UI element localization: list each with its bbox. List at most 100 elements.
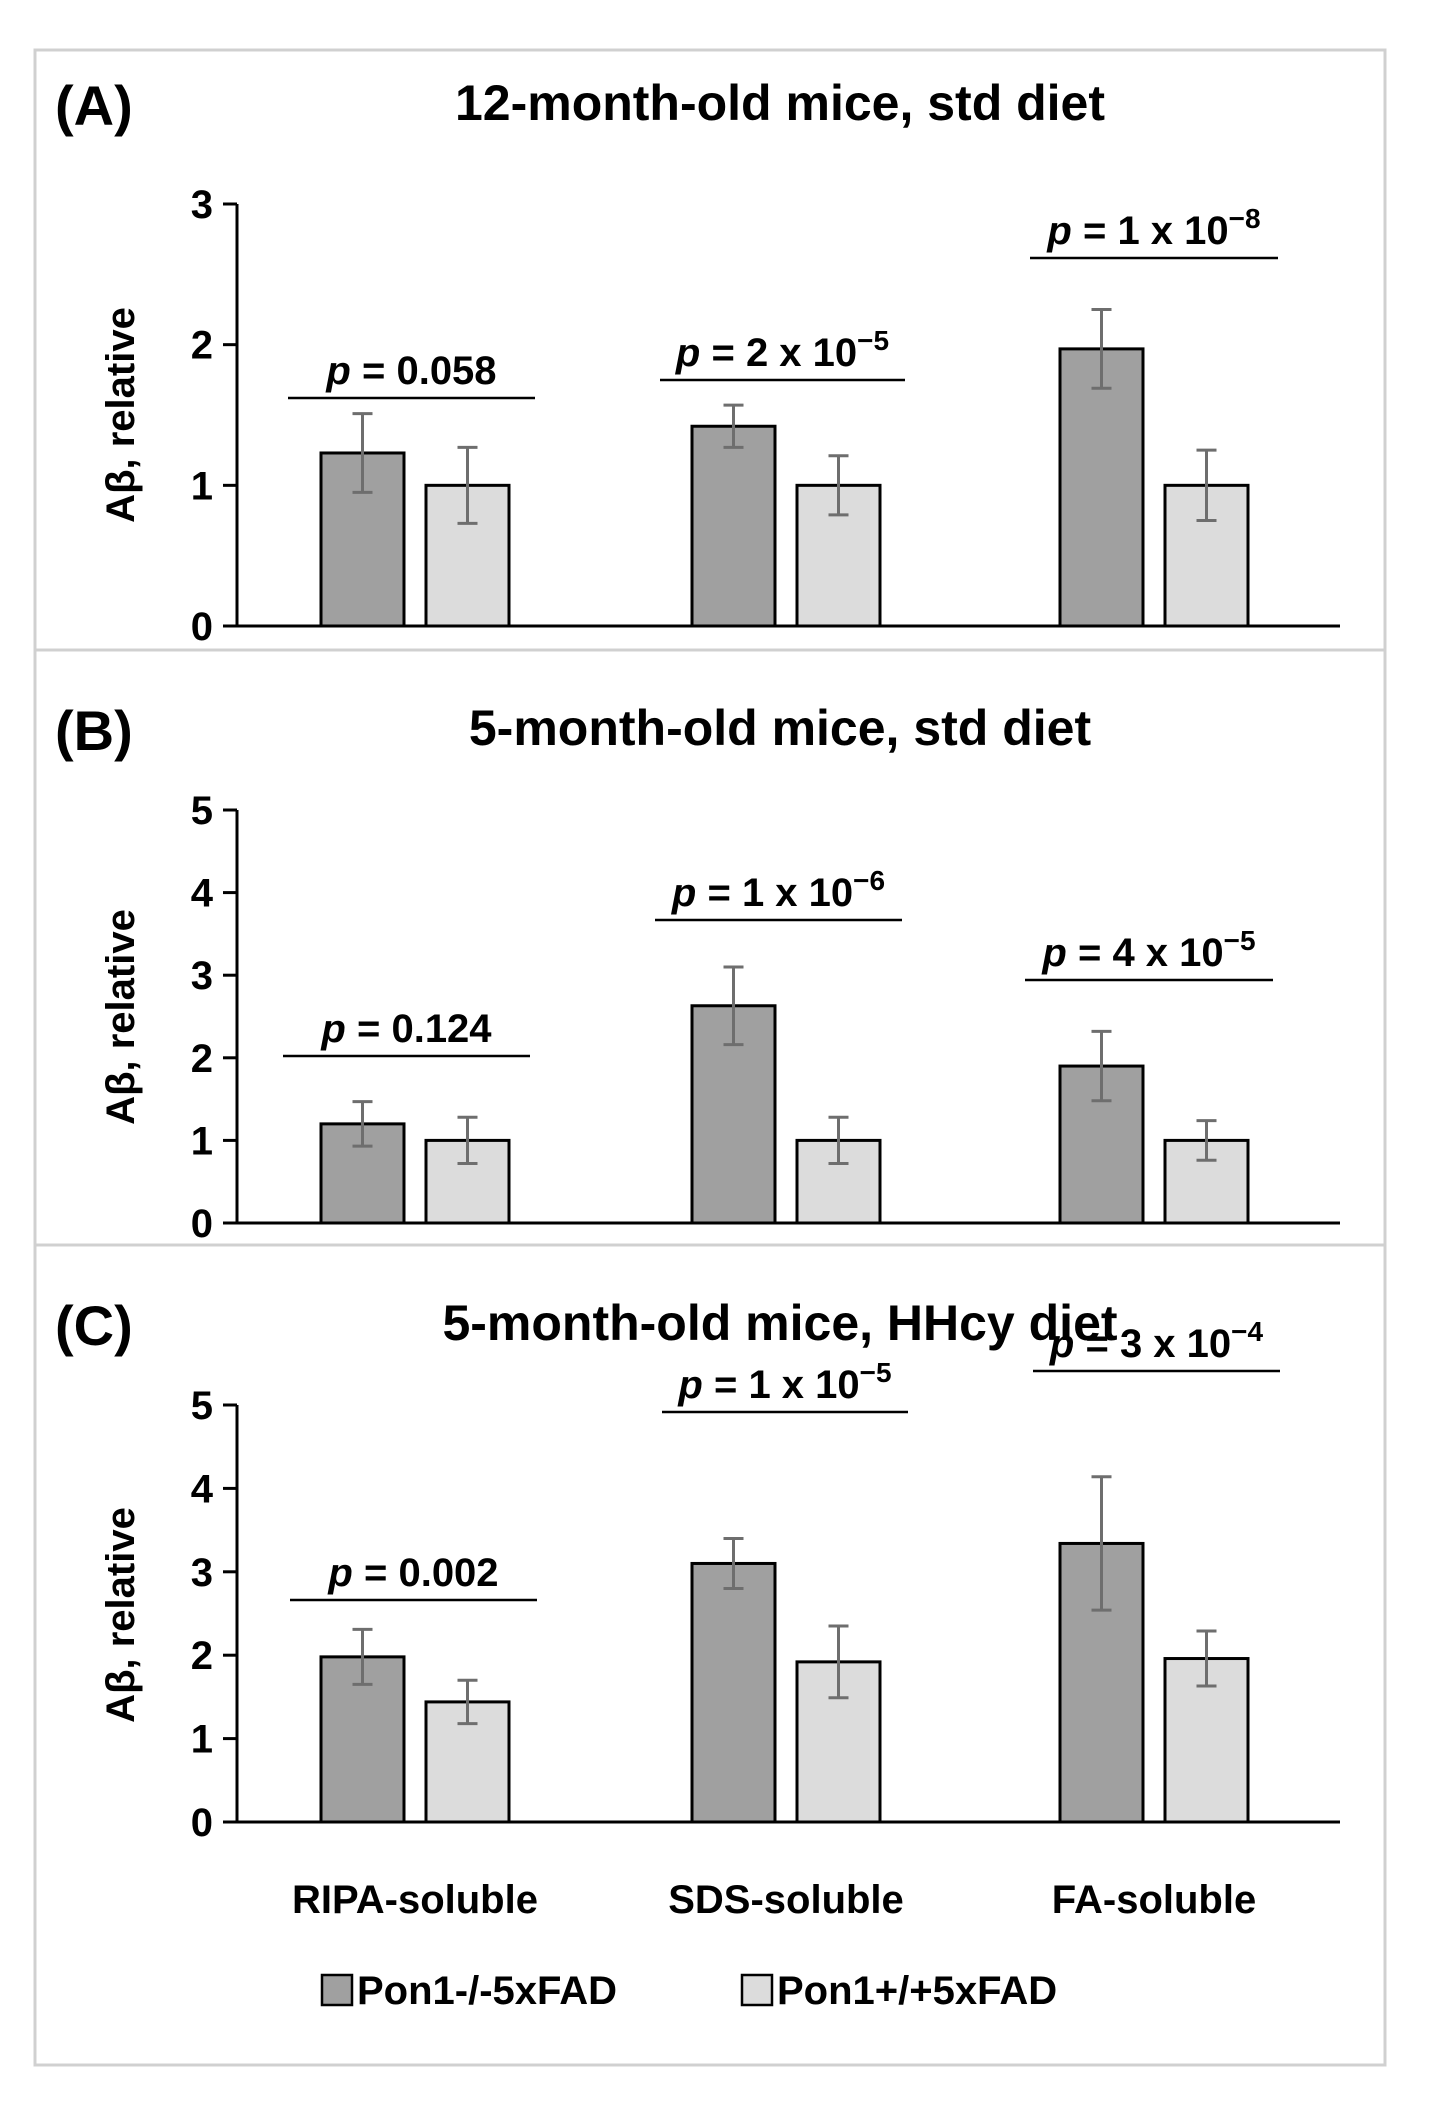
error-bar [352, 1627, 373, 1686]
y-tick-label: 0 [191, 605, 213, 649]
error-bar [1091, 1475, 1112, 1612]
pvalue-p: p [1049, 1322, 1074, 1366]
pvalue-label: p = 3 x 10−4 [1049, 1316, 1264, 1366]
panel-label: (B) [55, 699, 133, 762]
error-bar [828, 1624, 849, 1700]
bar-series1 [690, 1561, 777, 1824]
panel-label: (C) [55, 1294, 133, 1357]
pvalue-label: p = 0.124 [320, 1007, 492, 1051]
y-axis-label: Aβ, relative [99, 307, 143, 523]
y-tick-label: 2 [191, 324, 213, 368]
y-tick-label: 2 [191, 1634, 213, 1678]
y-tick-label: 1 [191, 464, 213, 508]
pvalue-p: p [327, 1551, 352, 1595]
panel-frames [33, 48, 1387, 2067]
error-bar [1091, 1029, 1112, 1103]
pvalue-label: p = 1 x 10−6 [671, 865, 885, 915]
y-tick-label: 3 [191, 1551, 213, 1595]
pvalue-p: p [1041, 931, 1066, 975]
legend: Pon1-/-5xFAD Pon1+/+5xFAD [320, 1969, 1057, 2013]
chart-title: 12-month-old mice, std diet [455, 75, 1105, 131]
y-axis-label: Aβ, relative [99, 909, 143, 1125]
pvalue-p: p [677, 1363, 702, 1407]
pvalue-label: p = 4 x 10−5 [1041, 925, 1255, 975]
pvalue-label: p = 0.058 [325, 349, 496, 393]
error-bar [1196, 1119, 1217, 1162]
legend-label-series1: Pon1-/-5xFAD [357, 1969, 617, 2013]
error-bar [723, 1536, 744, 1590]
pvalue-value: 3 x 10 [1120, 1322, 1231, 1366]
pvalue-eq: = [346, 1007, 392, 1051]
error-bar [828, 1115, 849, 1166]
x-category-labels: RIPA-soluble SDS-soluble FA-soluble [292, 1878, 1256, 1922]
error-bar [457, 1678, 478, 1726]
pvalue-p: p [675, 331, 700, 375]
pvalue-value: 4 x 10 [1112, 931, 1223, 975]
pvalue-p: p [1046, 209, 1071, 253]
y-tick-label: 5 [191, 1384, 213, 1428]
chart-title: 5-month-old mice, HHcy diet [442, 1295, 1117, 1351]
pvalue-eq: = [1072, 209, 1118, 253]
y-tick-label: 1 [191, 1718, 213, 1762]
y-tick-label: 5 [191, 789, 213, 833]
pvalue-exponent: −5 [857, 325, 889, 356]
error-bar [723, 965, 744, 1047]
pvalue-value: 1 x 10 [748, 1363, 859, 1407]
pvalue-p: p [325, 349, 350, 393]
y-axis-label: Aβ, relative [99, 1507, 143, 1723]
pvalue-eq: = [703, 1363, 749, 1407]
panel-3: (C) 5-month-old mice, HHcy diet Aβ, relati… [55, 1294, 1340, 1845]
pvalue-exponent: −6 [853, 865, 885, 896]
pvalue-p: p [320, 1007, 345, 1051]
pvalue-value: 1 x 10 [742, 871, 853, 915]
y-tick-label: 4 [191, 1467, 214, 1511]
pvalue-value: 0.124 [391, 1007, 492, 1051]
y-tick-label: 0 [191, 1202, 213, 1246]
legend-swatch-series2 [740, 1973, 774, 2007]
panel-1: (A) 12-month-old mice, std diet Aβ, relati… [55, 74, 1340, 649]
error-bar [457, 445, 478, 525]
bar-series1 [690, 424, 777, 628]
x-tick-label: SDS-soluble [668, 1878, 904, 1922]
pvalue-value: 1 x 10 [1117, 209, 1228, 253]
y-tick-label: 1 [191, 1119, 213, 1163]
panel-2: (B) 5-month-old mice, std diet Aβ, relativ… [55, 699, 1340, 1246]
y-tick-label: 4 [191, 872, 214, 916]
error-bar [1196, 448, 1217, 522]
pvalue-p: p [671, 871, 696, 915]
bar-series1 [1058, 347, 1145, 628]
pvalue-eq: = [351, 349, 397, 393]
panel-frame [33, 1243, 1387, 2067]
bar-series2 [424, 483, 511, 628]
y-tick-label: 2 [191, 1037, 213, 1081]
pvalue-label: p = 1 x 10−5 [677, 1357, 891, 1407]
error-bar [457, 1115, 478, 1166]
pvalue-label: p = 1 x 10−8 [1046, 203, 1260, 253]
pvalue-eq: = [696, 871, 742, 915]
pvalue-eq: = [700, 331, 746, 375]
y-tick-label: 0 [191, 1801, 213, 1845]
legend-swatch-series1 [320, 1973, 354, 2007]
error-bar [1196, 1629, 1217, 1688]
pvalue-label: p = 0.002 [327, 1551, 498, 1595]
panel-label: (A) [55, 74, 133, 137]
chart-title: 5-month-old mice, std diet [469, 700, 1092, 756]
x-tick-label: FA-soluble [1052, 1878, 1256, 1922]
y-tick-label: 3 [191, 183, 213, 227]
error-bar [1091, 308, 1112, 390]
pvalue-exponent: −5 [860, 1357, 892, 1388]
pvalue-eq: = [353, 1551, 399, 1595]
pvalue-value: 0.002 [398, 1551, 498, 1595]
pvalue-exponent: −8 [1229, 203, 1261, 234]
legend-label-series2: Pon1+/+5xFAD [777, 1969, 1057, 2013]
pvalue-label: p = 2 x 10−5 [675, 325, 889, 375]
error-bar [352, 412, 373, 494]
panels: (A) 12-month-old mice, std diet Aβ, relati… [55, 74, 1340, 1845]
pvalue-eq: = [1067, 931, 1113, 975]
y-tick-label: 3 [191, 954, 213, 998]
error-bar [723, 403, 744, 449]
error-bar [828, 454, 849, 517]
pvalue-eq: = [1074, 1322, 1120, 1366]
pvalue-exponent: −5 [1224, 925, 1256, 956]
